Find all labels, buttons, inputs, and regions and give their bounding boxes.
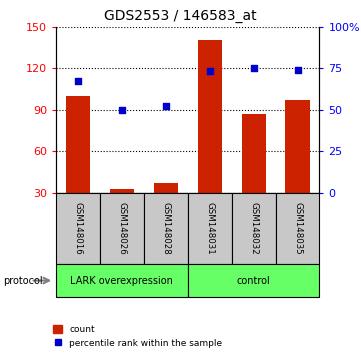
Point xyxy=(75,79,81,84)
Text: control: control xyxy=(237,275,270,286)
Text: GDS2553 / 146583_at: GDS2553 / 146583_at xyxy=(104,9,257,23)
Bar xyxy=(197,40,222,193)
Bar xyxy=(66,96,90,193)
Bar xyxy=(242,114,266,193)
Point xyxy=(295,67,300,73)
Point xyxy=(251,65,257,71)
Text: GSM148032: GSM148032 xyxy=(249,202,258,255)
Point xyxy=(207,69,213,74)
Bar xyxy=(154,183,178,193)
Text: GSM148028: GSM148028 xyxy=(161,202,170,255)
Text: LARK overexpression: LARK overexpression xyxy=(70,275,173,286)
Text: protocol: protocol xyxy=(4,275,43,286)
Text: GSM148035: GSM148035 xyxy=(293,202,302,255)
Text: GSM148016: GSM148016 xyxy=(73,202,82,255)
Text: GSM148026: GSM148026 xyxy=(117,202,126,255)
Text: GSM148031: GSM148031 xyxy=(205,202,214,255)
Legend: count, percentile rank within the sample: count, percentile rank within the sample xyxy=(53,325,223,348)
Point xyxy=(119,107,125,113)
Point xyxy=(163,104,169,109)
Bar xyxy=(110,189,134,193)
Bar xyxy=(286,100,310,193)
